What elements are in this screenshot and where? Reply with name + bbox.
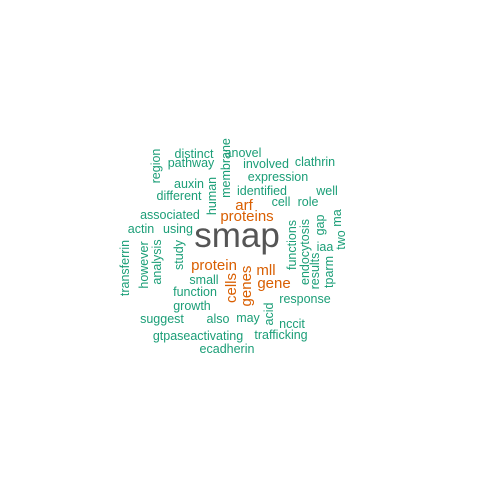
word-clathrin: clathrin bbox=[295, 155, 335, 169]
word-anovel: anovel bbox=[225, 146, 262, 160]
word-involved: involved bbox=[243, 157, 289, 171]
word-auxin: auxin bbox=[174, 177, 204, 191]
word-however: however bbox=[137, 241, 151, 288]
word-expression: expression bbox=[248, 170, 308, 184]
word-protein: protein bbox=[191, 257, 237, 274]
word-actin: actin bbox=[128, 222, 154, 236]
word-ma: ma bbox=[330, 209, 344, 226]
word-function: function bbox=[173, 285, 217, 299]
word-using: using bbox=[163, 222, 193, 236]
word-two: two bbox=[334, 230, 348, 250]
word-also: also bbox=[207, 312, 230, 326]
word-mll: mll bbox=[256, 262, 275, 279]
word-analysis: analysis bbox=[150, 239, 164, 284]
word-different: different bbox=[157, 189, 202, 203]
word-endocytosis: endocytosis bbox=[298, 219, 312, 285]
word-small: small bbox=[189, 273, 218, 287]
word-smap: smap bbox=[194, 216, 280, 255]
word-response: response bbox=[279, 292, 330, 306]
word-well: well bbox=[315, 184, 338, 198]
word-gtpaseactivating: gtpaseactivating bbox=[153, 329, 243, 343]
word-gene: gene bbox=[257, 275, 290, 292]
word-identified: identified bbox=[237, 184, 287, 198]
word-study: study bbox=[172, 239, 186, 270]
word-gap: gap bbox=[313, 215, 327, 236]
word-region: region bbox=[149, 149, 163, 184]
word-cells: cells bbox=[223, 273, 240, 303]
word-membrane: membrane bbox=[219, 138, 233, 198]
word-distinct: distinct bbox=[175, 147, 214, 161]
word-role: role bbox=[298, 195, 319, 209]
word-pathway: pathway bbox=[168, 156, 215, 170]
word-arf: arf bbox=[235, 197, 253, 214]
word-nccit: nccit bbox=[279, 317, 305, 331]
word-proteins: proteins bbox=[220, 208, 273, 225]
word-human: human bbox=[205, 177, 219, 215]
word-cell: cell bbox=[272, 195, 291, 209]
word-genes: genes bbox=[238, 266, 255, 307]
word-trafficking: trafficking bbox=[254, 328, 307, 342]
word-iaa: iaa bbox=[317, 240, 334, 254]
word-growth: growth bbox=[173, 299, 211, 313]
word-suggest: suggest bbox=[140, 312, 184, 326]
word-acid: acid bbox=[262, 302, 276, 325]
word-may: may bbox=[236, 311, 260, 325]
word-functions: functions bbox=[285, 220, 299, 270]
word-results: results bbox=[308, 253, 322, 290]
word-associated: associated bbox=[140, 208, 200, 222]
word-tparm: tparm bbox=[322, 256, 336, 288]
word-ecadherin: ecadherin bbox=[200, 342, 255, 356]
word-transferrin: transferrin bbox=[118, 240, 132, 296]
